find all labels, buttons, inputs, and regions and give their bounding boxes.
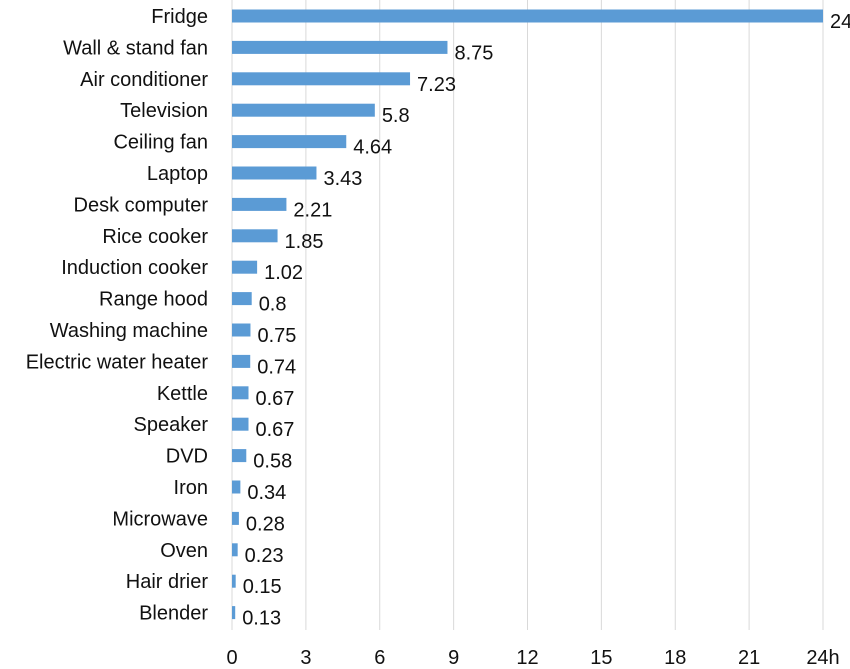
category-label: Washing machine (50, 320, 208, 342)
bar (232, 354, 251, 368)
bar (232, 480, 241, 494)
bar (232, 229, 278, 243)
value-label: 24 (830, 11, 850, 33)
bar (232, 511, 239, 525)
grid-lines (231, 0, 824, 630)
value-label: 0.23 (245, 545, 284, 567)
value-label: 0.58 (253, 451, 292, 473)
value-label: 0.67 (255, 419, 294, 441)
x-tick-label: 21 (738, 647, 760, 669)
category-label: Laptop (147, 163, 208, 185)
x-tick-label: 0 (226, 647, 237, 669)
category-label: Desk computer (74, 194, 209, 216)
value-label: 5.8 (382, 105, 410, 127)
bar (232, 323, 251, 337)
category-label: Air conditioner (80, 69, 208, 91)
bar (232, 543, 238, 557)
value-label: 1.85 (285, 231, 324, 253)
x-tick-label: 3 (300, 647, 311, 669)
value-label: 0.13 (242, 608, 281, 630)
x-tick-label: 18 (664, 647, 686, 669)
x-tick-label: 15 (590, 647, 612, 669)
x-tick-label: 9 (448, 647, 459, 669)
x-axis-tick-labels: 0 3 6 9 12 15 18 21 24h (226, 647, 839, 669)
category-label: Rice cooker (102, 226, 208, 248)
category-label: Wall & stand fan (63, 37, 208, 59)
category-label: Oven (160, 540, 208, 562)
bar (232, 386, 249, 400)
category-label: Range hood (99, 289, 208, 311)
bar (232, 40, 448, 54)
bar (232, 103, 375, 117)
category-label: Kettle (157, 383, 208, 405)
category-label: Hair drier (126, 571, 209, 593)
bar (232, 606, 236, 620)
category-label: Electric water heater (26, 351, 209, 373)
value-label: 0.75 (257, 325, 296, 347)
category-label: Television (120, 100, 208, 122)
value-label: 0.8 (259, 294, 287, 316)
value-label: 1.02 (264, 262, 303, 284)
value-label: 0.28 (246, 513, 285, 535)
category-label: Microwave (112, 508, 208, 530)
category-label: DVD (166, 446, 208, 468)
bar (232, 574, 236, 588)
value-label: 0.34 (247, 482, 286, 504)
category-label: Iron (174, 477, 208, 499)
category-label: Ceiling fan (113, 132, 208, 154)
value-label: 3.43 (323, 168, 362, 190)
value-label: 0.67 (255, 388, 294, 410)
value-label: 7.23 (417, 74, 456, 96)
bar (232, 260, 258, 274)
bars (232, 9, 823, 620)
value-label: 0.15 (243, 576, 282, 598)
category-label: Blender (139, 603, 208, 625)
bar (232, 292, 252, 306)
bar (232, 72, 411, 86)
bar (232, 166, 317, 180)
bar (232, 135, 347, 149)
bar (232, 417, 249, 431)
x-tick-label: 12 (516, 647, 538, 669)
x-tick-label: 24h (806, 647, 839, 669)
value-label: 2.21 (293, 199, 332, 221)
x-tick-label: 6 (374, 647, 385, 669)
bar (232, 9, 823, 23)
bar (232, 449, 247, 463)
category-label: Fridge (151, 6, 208, 28)
value-label: 8.75 (454, 42, 493, 64)
category-label: Speaker (134, 414, 209, 436)
value-labels: 24 8.75 7.23 5.8 4.64 3.43 2.21 1.85 1.02 0.8 0.75… (242, 11, 850, 630)
bar (232, 197, 287, 211)
value-label: 0.74 (257, 356, 296, 378)
value-label: 4.64 (353, 137, 392, 159)
category-labels: Fridge Wall & stand fan Air conditioner Tel… (26, 6, 209, 625)
category-label: Induction cooker (61, 257, 208, 279)
